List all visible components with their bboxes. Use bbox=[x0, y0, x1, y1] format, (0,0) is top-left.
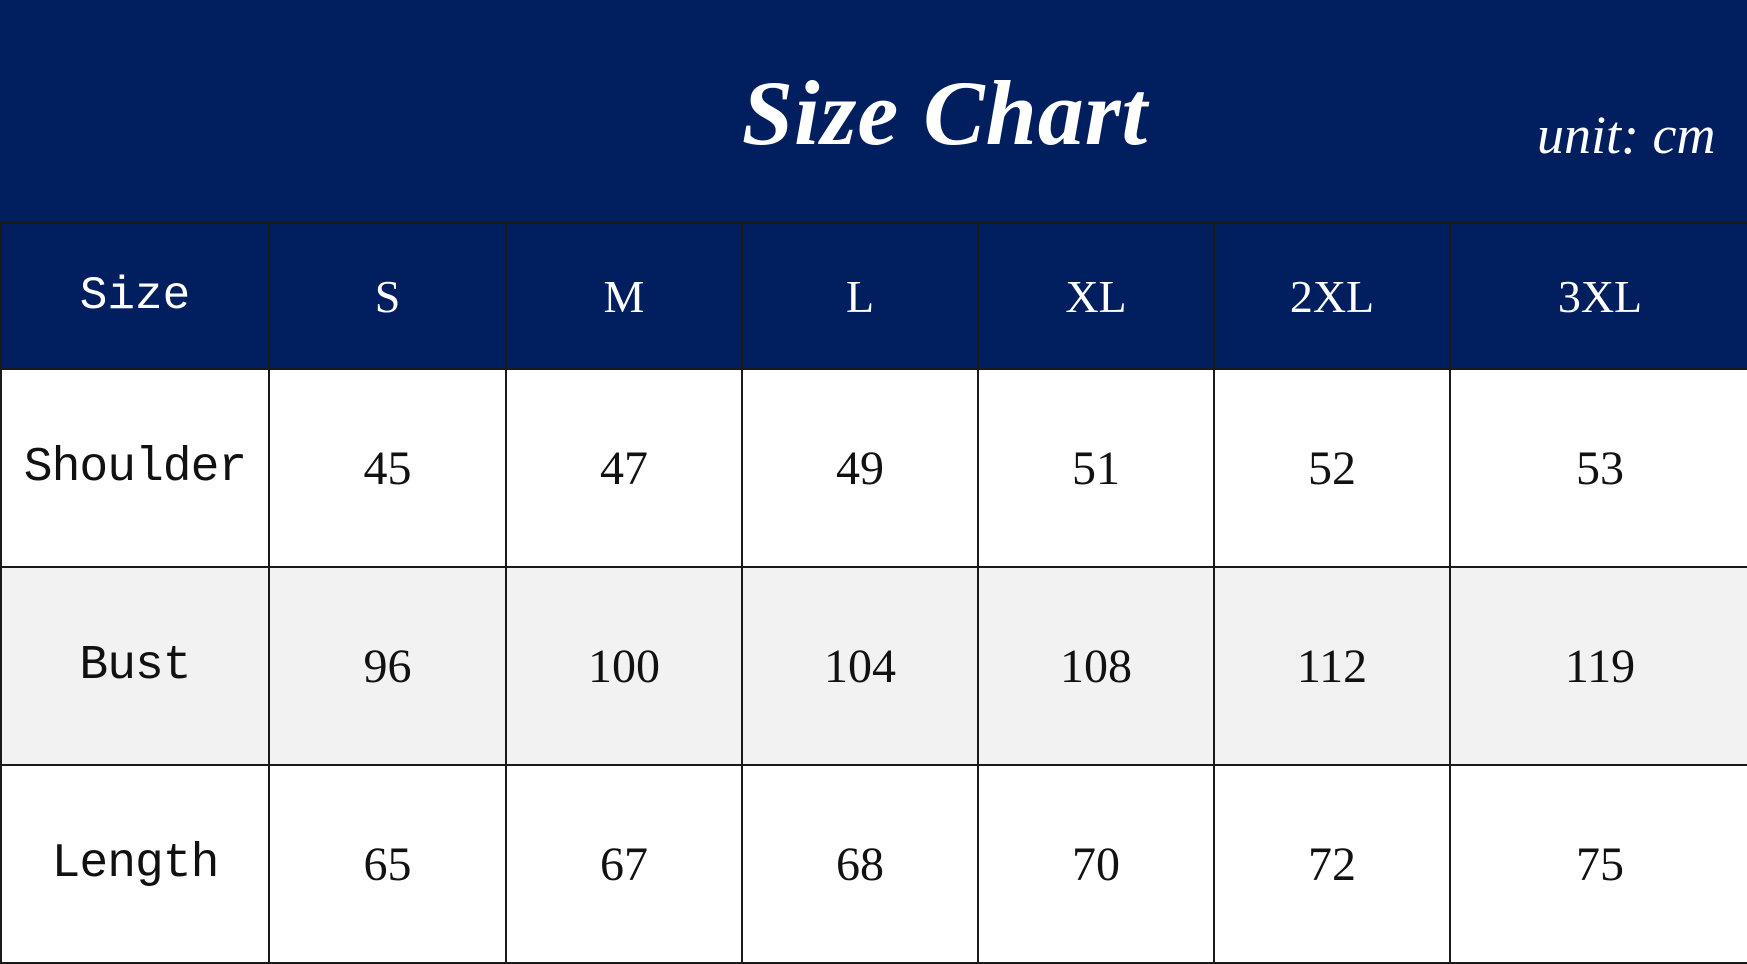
table-cell: 96 bbox=[268, 566, 507, 766]
chart-title: Size Chart bbox=[741, 62, 1149, 164]
table-cell: 104 bbox=[741, 566, 979, 766]
table-cell: 68 bbox=[741, 764, 979, 964]
table-cell: 45 bbox=[268, 368, 507, 568]
column-header: Size bbox=[0, 222, 270, 370]
column-header: 3XL bbox=[1449, 222, 1747, 370]
column-header: 2XL bbox=[1213, 222, 1451, 370]
table-cell: 75 bbox=[1449, 764, 1747, 964]
table-cell: 112 bbox=[1213, 566, 1451, 766]
table-cell: 52 bbox=[1213, 368, 1451, 568]
column-header: S bbox=[268, 222, 507, 370]
table-cell: 53 bbox=[1449, 368, 1747, 568]
table-cell: 119 bbox=[1449, 566, 1747, 766]
row-label: Length bbox=[0, 764, 270, 964]
table-cell: 72 bbox=[1213, 764, 1451, 964]
table-cell: 108 bbox=[977, 566, 1215, 766]
table-row: Bust 96 100 104 108 112 119 bbox=[0, 566, 1747, 766]
table-row: Shoulder 45 47 49 51 52 53 bbox=[0, 368, 1747, 568]
column-header: M bbox=[505, 222, 743, 370]
size-table: Size S M L XL 2XL 3XL Shoulder 45 47 49 51 52… bbox=[0, 222, 1747, 964]
table-cell: 70 bbox=[977, 764, 1215, 964]
header-row: Size S M L XL 2XL 3XL bbox=[0, 222, 1747, 370]
column-header: L bbox=[741, 222, 979, 370]
row-label: Bust bbox=[0, 566, 270, 766]
table-cell: 100 bbox=[505, 566, 743, 766]
table-cell: 65 bbox=[268, 764, 507, 964]
table-cell: 49 bbox=[741, 368, 979, 568]
unit-label: unit: cm bbox=[1537, 105, 1716, 165]
table-row: Length 65 67 68 70 72 75 bbox=[0, 764, 1747, 964]
row-label: Shoulder bbox=[0, 368, 270, 568]
column-header: XL bbox=[977, 222, 1215, 370]
table-cell: 67 bbox=[505, 764, 743, 964]
table-cell: 47 bbox=[505, 368, 743, 568]
title-banner: Size Chart unit: cm bbox=[0, 0, 1747, 223]
table-cell: 51 bbox=[977, 368, 1215, 568]
